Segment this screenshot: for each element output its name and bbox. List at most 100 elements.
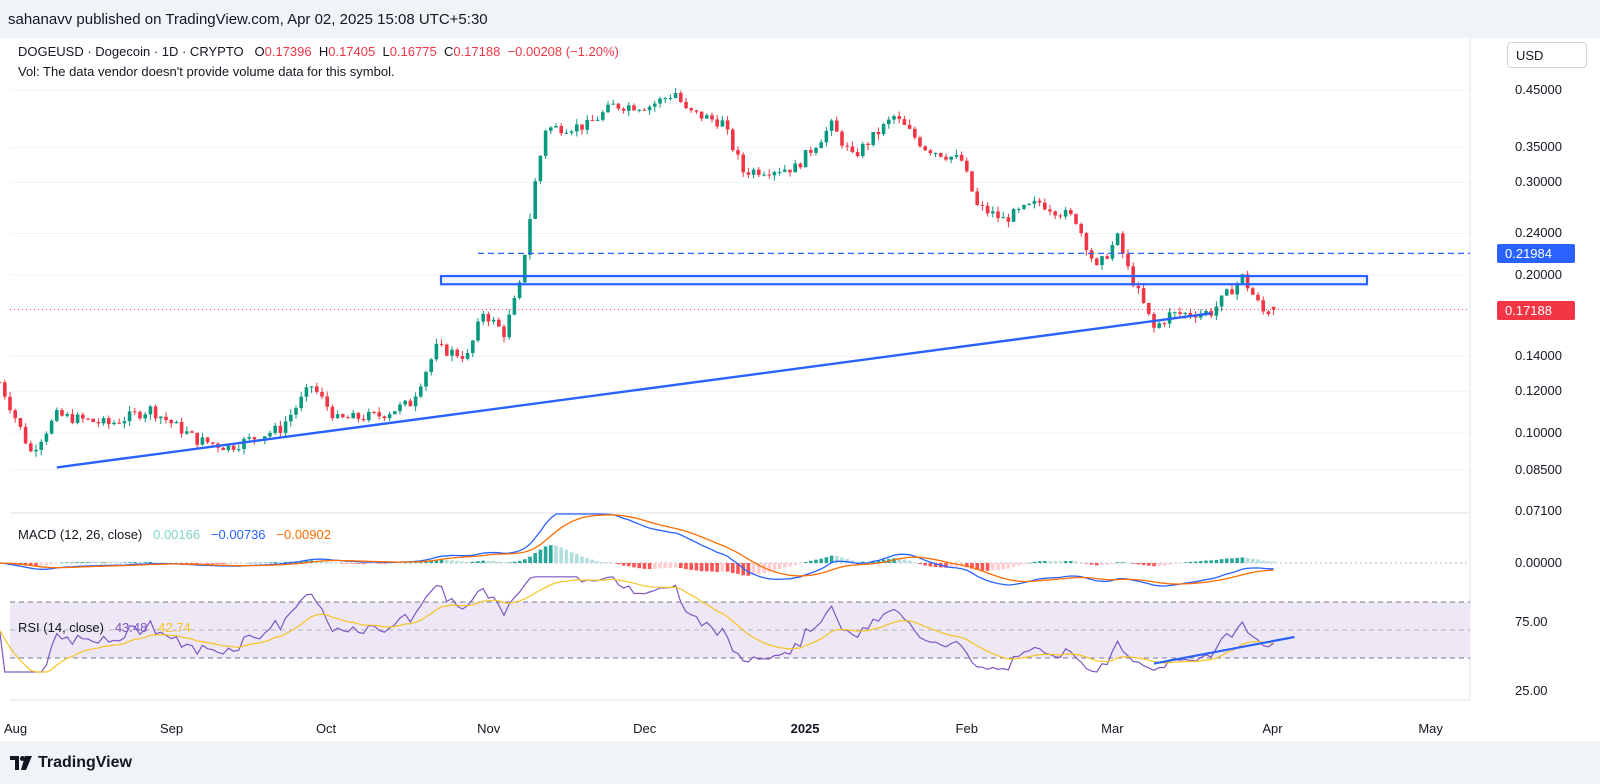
macd-histogram-bar: [1256, 559, 1260, 563]
macd-histogram-bar: [861, 561, 865, 563]
candle-body: [294, 408, 298, 415]
macd-histogram-bar: [252, 562, 257, 564]
macd-histogram-bar: [1271, 561, 1276, 563]
candle-body: [866, 143, 870, 146]
macd-histogram-bar: [829, 555, 834, 563]
legend-symbol[interactable]: DOGEUSD · Dogecoin · 1D · CRYPTO: [18, 44, 244, 59]
macd-histogram-bar: [81, 562, 85, 563]
candle-body: [185, 431, 189, 434]
tradingview-brand: TradingView: [38, 754, 132, 771]
candle-body: [148, 406, 153, 415]
macd-legend[interactable]: MACD (12, 26, close) 0.00166 −0.00736 −0…: [18, 527, 331, 542]
candle-body: [517, 282, 522, 298]
macd-histogram-bar: [1006, 563, 1011, 569]
macd-histogram-bar: [1017, 563, 1021, 566]
macd-histogram-bar: [1219, 559, 1224, 563]
candle-body: [902, 119, 907, 125]
candle-body: [211, 442, 215, 444]
candle-body: [814, 148, 818, 153]
macd-histogram-bar: [970, 563, 974, 569]
tradingview-logo[interactable]: TradingView: [10, 754, 132, 772]
candle-body: [278, 425, 283, 433]
candle-body: [242, 438, 246, 450]
time-tick-label: May: [1418, 721, 1443, 736]
candle-body: [1095, 258, 1099, 266]
candle-body: [1183, 312, 1187, 314]
candle-body: [798, 163, 803, 168]
candle-body: [231, 445, 236, 450]
candle-body: [512, 297, 517, 315]
currency-selector[interactable]: USD: [1507, 42, 1587, 68]
macd-histogram-bar: [200, 563, 205, 564]
candle-body: [699, 111, 704, 119]
macd-histogram-bar: [1235, 557, 1239, 563]
macd-histogram-bar: [299, 561, 303, 563]
candle-body: [996, 211, 1000, 219]
macd-histogram-bar: [1251, 558, 1255, 563]
macd-histogram-bar: [221, 563, 225, 564]
macd-histogram-bar: [699, 563, 704, 572]
candle-body: [1110, 245, 1115, 259]
macd-histogram-bar: [455, 560, 459, 563]
candle-body: [1053, 211, 1057, 216]
macd-histogram-bar: [554, 545, 558, 563]
candle-body: [1230, 289, 1234, 295]
candle-body: [143, 414, 147, 419]
candle-body: [876, 132, 881, 135]
macd-histogram-bar: [34, 563, 38, 566]
candle-body: [788, 169, 792, 173]
macd-histogram-bar: [1204, 560, 1208, 563]
candle-body: [393, 411, 397, 415]
candle-body: [918, 137, 922, 147]
macd-histogram-bar: [398, 563, 402, 564]
macd-histogram-bar: [751, 563, 756, 575]
macd-histogram-bar: [1048, 561, 1052, 563]
macd-histogram-bar: [1131, 563, 1135, 564]
candle-body: [289, 414, 293, 422]
macd-histogram-bar: [143, 562, 147, 563]
candle-body: [777, 171, 782, 173]
macd-histogram-bar: [372, 563, 376, 564]
macd-histogram-bar: [897, 558, 901, 563]
macd-histogram-bar: [1126, 562, 1130, 564]
tradingview-logo-icon: [10, 756, 32, 770]
macd-histogram-bar: [169, 562, 173, 564]
macd-histogram-bar: [211, 563, 215, 564]
macd-histogram-bar: [164, 562, 168, 564]
macd-histogram-bar: [159, 562, 163, 563]
candle-body: [881, 124, 886, 135]
macd-histogram-bar: [580, 556, 584, 563]
macd-histogram-bar: [491, 561, 496, 563]
macd-histogram-bar: [174, 562, 179, 564]
macd-histogram-bar: [949, 563, 953, 568]
rsi-line: [0, 576, 1274, 673]
candle-body: [1136, 285, 1141, 289]
macd-histogram-bar: [585, 558, 589, 563]
candle-body: [684, 101, 688, 109]
candle-body: [710, 115, 714, 120]
macd-histogram-bar: [907, 560, 912, 563]
candle-body: [491, 319, 496, 322]
rsi-value: 43.48: [114, 620, 148, 635]
macd-histogram-bar: [809, 560, 813, 563]
candle-body: [575, 124, 579, 132]
candle-body: [247, 437, 251, 439]
macd-histogram-bar: [621, 563, 626, 566]
candle-body: [627, 105, 631, 111]
legend-open-value: 0.17396: [264, 44, 312, 59]
candle-body: [23, 426, 28, 444]
macd-histogram-bar: [1152, 563, 1156, 567]
candle-body: [731, 129, 735, 151]
macd-histogram-bar: [840, 557, 844, 563]
candle-body: [1017, 208, 1021, 210]
macd-histogram-bar: [1266, 561, 1271, 563]
macd-histogram-bar: [1167, 563, 1172, 565]
candle-body: [133, 411, 137, 413]
candle-body: [1058, 215, 1063, 217]
price-chart-svg[interactable]: [0, 0, 1600, 741]
candle-body: [164, 416, 168, 420]
candle-body: [907, 124, 912, 129]
candle-body: [86, 418, 90, 420]
rsi-legend[interactable]: RSI (14, close) 43.48 42.74: [18, 620, 191, 635]
macd-histogram-bar: [1037, 561, 1042, 563]
